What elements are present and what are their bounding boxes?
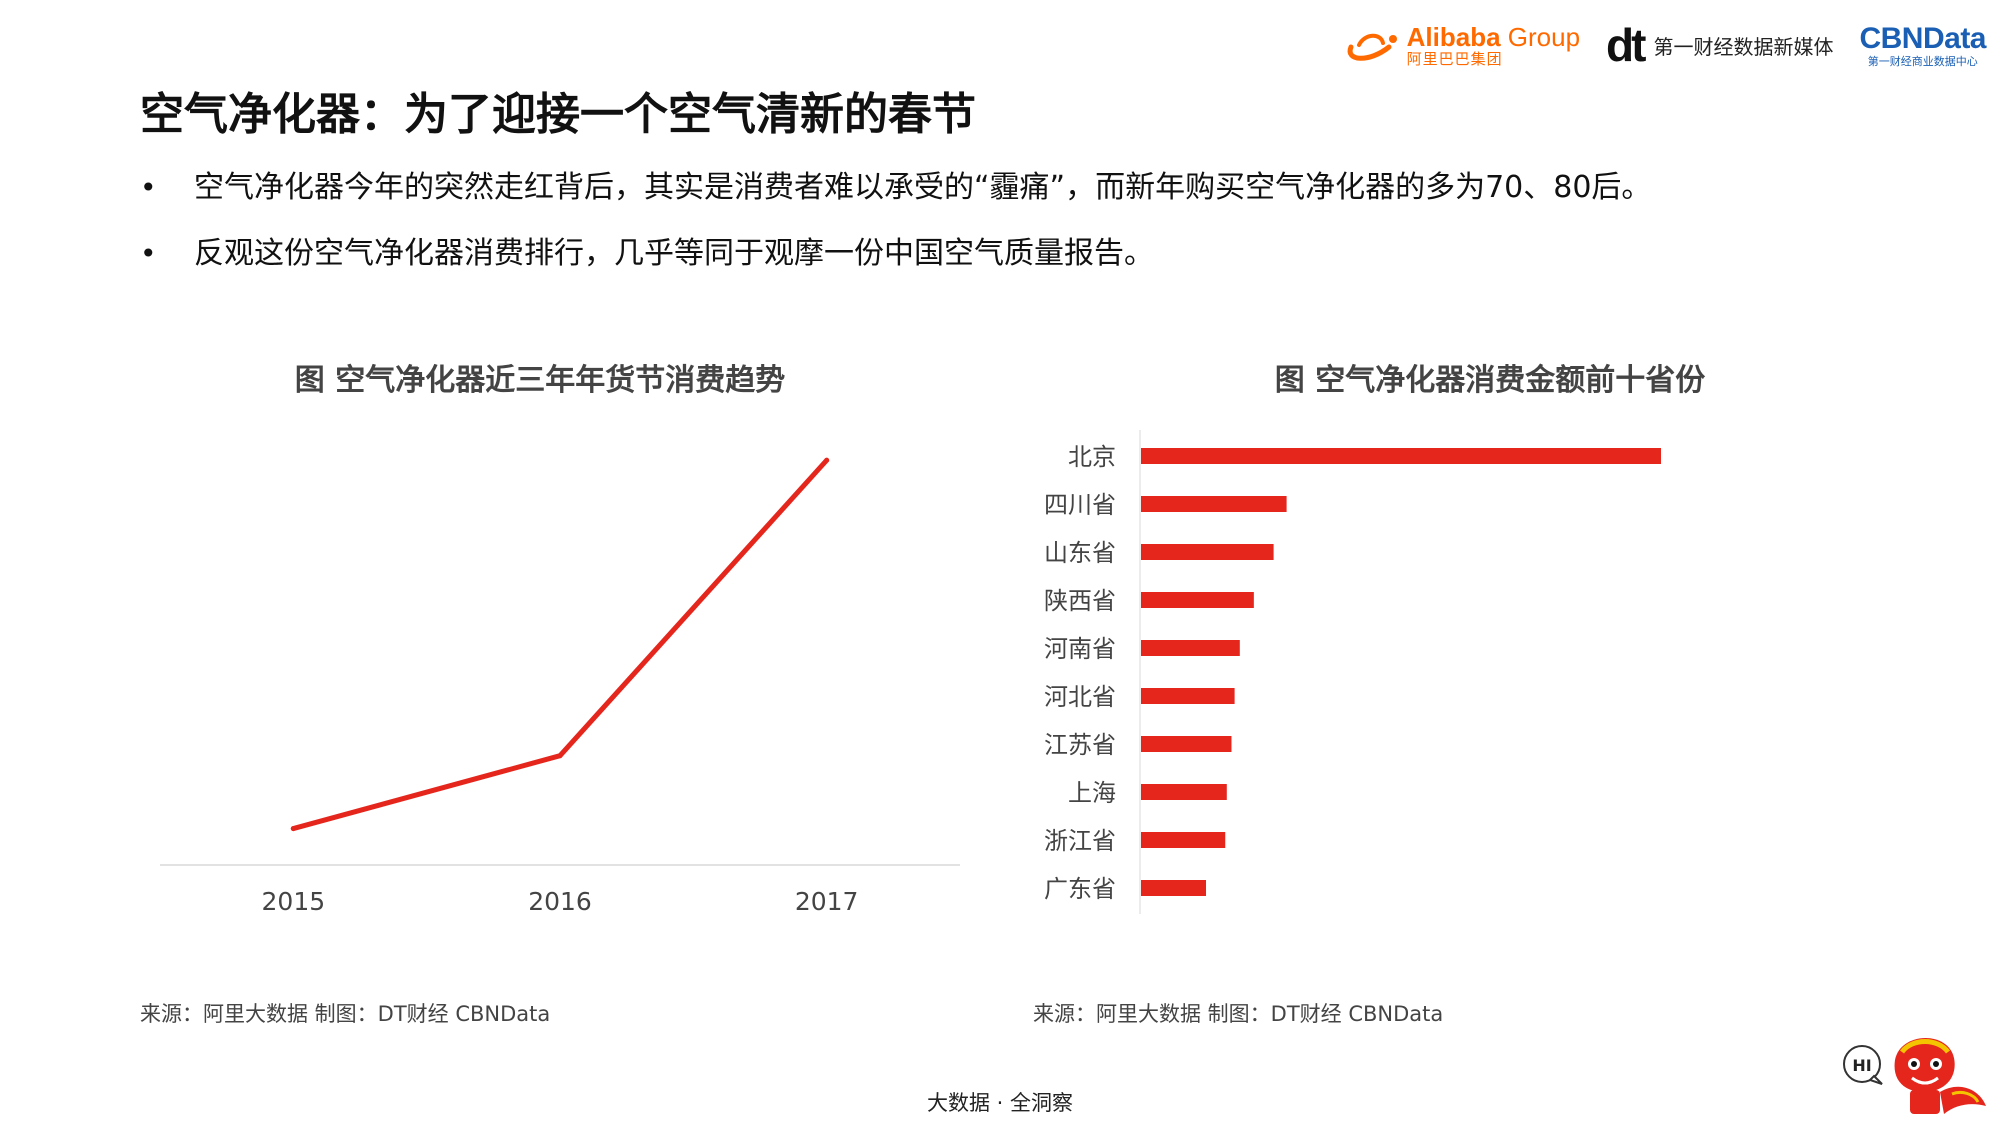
- bar-category-label: 山东省: [1044, 539, 1116, 567]
- line-x-tick-label: 2015: [262, 887, 326, 916]
- bar-category-label: 河南省: [1044, 635, 1116, 663]
- bar: [1141, 496, 1287, 512]
- bar-chart-title: 图 空气净化器消费金额前十省份: [1274, 363, 1706, 398]
- bar-category-label: 陕西省: [1044, 587, 1116, 615]
- bar-category-label: 上海: [1068, 779, 1116, 807]
- alibaba-cn-text: 阿里巴巴集团: [1406, 49, 1503, 68]
- alibaba-brand-text: Alibaba: [1406, 21, 1501, 52]
- line-point: [824, 457, 830, 463]
- line-chart-title: 图 空气净化器近三年年货节消费趋势: [294, 363, 786, 398]
- mascot-speech-text: HI: [1852, 1056, 1871, 1075]
- line-series: [290, 457, 830, 832]
- alibaba-group-text: Group: [1507, 21, 1581, 52]
- alibaba-logo: Alibaba Group 阿里巴巴集团: [1343, 24, 1580, 67]
- bar: [1141, 592, 1254, 608]
- header-logos: Alibaba Group 阿里巴巴集团 dt 第一财经数据新媒体 CBNDat…: [1343, 20, 1986, 70]
- bar: [1141, 880, 1206, 896]
- line-point: [557, 753, 563, 759]
- dt-mark: dt: [1606, 19, 1646, 71]
- bar: [1141, 784, 1227, 800]
- bar: [1141, 832, 1226, 848]
- line-x-tick-label: 2017: [795, 887, 859, 916]
- alibaba-swoosh-icon: [1347, 33, 1397, 61]
- bar-category-label: 广东省: [1044, 875, 1116, 903]
- bar: [1141, 640, 1240, 656]
- bullet-item: 空气净化器今年的突然走红背后，其实是消费者难以承受的“霾痛”，而新年购买空气净化…: [140, 170, 1651, 206]
- line-point: [290, 826, 296, 832]
- source-note-left: 来源：阿里大数据 制图：DT财经 CBNData: [140, 1002, 551, 1026]
- bar: [1141, 688, 1235, 704]
- cbndata-logo: CBNData 第一财经商业数据中心: [1859, 21, 1986, 68]
- bullet-item: 反观这份空气净化器消费排行，几乎等同于观摩一份中国空气质量报告。: [140, 236, 1651, 272]
- bar-category-label: 江苏省: [1044, 731, 1116, 759]
- bar: [1141, 736, 1232, 752]
- cbndata-name: CBNData: [1859, 21, 1986, 55]
- source-note-right: 来源：阿里大数据 制图：DT财经 CBNData: [1033, 1002, 1444, 1026]
- dt-logo: dt 第一财经数据新媒体: [1606, 22, 1833, 68]
- bar-category-label: 北京: [1068, 443, 1116, 471]
- bullet-list: 空气净化器今年的突然走红背后，其实是消费者难以承受的“霾痛”，而新年购买空气净化…: [140, 170, 1651, 302]
- line-x-tick-label: 2016: [528, 887, 592, 916]
- lion-dance-mascot-icon: HI: [1843, 1037, 1986, 1114]
- footer-slogan: 大数据 · 全洞察: [926, 1091, 1074, 1115]
- dt-name: 第一财经数据新媒体: [1653, 34, 1834, 59]
- bar-category-label: 四川省: [1044, 491, 1116, 519]
- bar-category-label: 浙江省: [1044, 827, 1116, 855]
- bar: [1141, 544, 1274, 560]
- bar-category-label: 河北省: [1044, 683, 1116, 711]
- page-title: 空气净化器：为了迎接一个空气清新的春节: [140, 89, 976, 140]
- bar: [1141, 448, 1661, 464]
- line-chart: 2015 2016 2017: [160, 457, 960, 916]
- cbndata-sub: 第一财经商业数据中心: [1867, 54, 1978, 68]
